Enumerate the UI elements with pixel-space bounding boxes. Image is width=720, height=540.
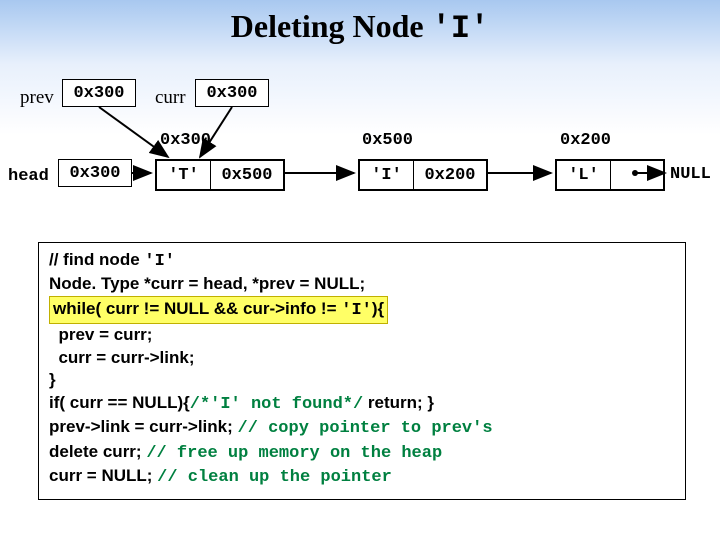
code-line-7: if( curr == NULL){/*'I' not found*/ retu…: [49, 392, 675, 416]
node-1: 'T' 0x500: [155, 159, 285, 191]
linked-list-diagram: prev 0x300 curr 0x300 head 0x300 0x300 0…: [0, 57, 720, 237]
node-2-link: 0x200: [414, 161, 486, 189]
curr-box: 0x300: [195, 79, 269, 107]
node-3: 'L': [555, 159, 665, 191]
node-1-link: 0x500: [211, 161, 283, 189]
code-line-4: prev = curr;: [49, 324, 675, 346]
node-1-info: 'T': [157, 161, 211, 189]
head-label: head: [8, 167, 49, 186]
addr-2: 0x500: [362, 131, 413, 150]
prev-label: prev: [20, 87, 54, 109]
page-title: Deleting Node 'I': [0, 0, 720, 47]
curr-label: curr: [155, 87, 186, 109]
code-line-5: curr = curr->link;: [49, 347, 675, 369]
addr-1: 0x300: [160, 131, 211, 150]
addr-3: 0x200: [560, 131, 611, 150]
code-line-10: curr = NULL; // clean up the pointer: [49, 465, 675, 489]
node-3-info: 'L': [557, 161, 611, 189]
code-line-6: }: [49, 369, 675, 391]
code-line-2: Node. Type *curr = head, *prev = NULL;: [49, 273, 675, 295]
code-line-3: while( curr != NULL && cur->info != 'I')…: [49, 296, 675, 324]
prev-box: 0x300: [62, 79, 136, 107]
head-box: 0x300: [58, 159, 132, 187]
node-2: 'I' 0x200: [358, 159, 488, 191]
null-label: NULL: [670, 165, 711, 184]
code-line-9: delete curr; // free up memory on the he…: [49, 441, 675, 465]
title-char: 'I': [432, 10, 490, 47]
node-3-link: [611, 161, 663, 189]
title-prefix: Deleting Node: [231, 8, 432, 44]
code-box: // find node 'I' Node. Type *curr = head…: [38, 242, 686, 500]
node-2-info: 'I': [360, 161, 414, 189]
code-line-1: // find node 'I': [49, 249, 675, 273]
code-line-8: prev->link = curr->link; // copy pointer…: [49, 416, 675, 440]
